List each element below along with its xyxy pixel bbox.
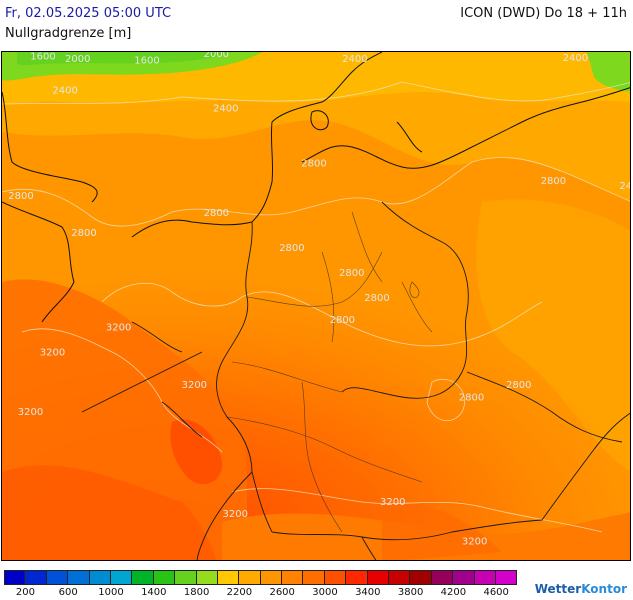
legend-swatch [175, 570, 197, 585]
legend-tick-label: 4600 [483, 587, 509, 598]
contour-label: 1600 [30, 52, 55, 63]
valid-time-label: Fr, 02.05.2025 05:00 UTC [5, 6, 172, 21]
legend-swatch [46, 570, 69, 585]
field-green-ne [587, 52, 630, 92]
legend-swatch [89, 570, 111, 585]
contour-label: 2800 [339, 268, 364, 279]
legend-swatch [196, 570, 218, 585]
legend-swatch [389, 570, 411, 585]
legend-tick-label: 1000 [98, 587, 124, 598]
legend-tick-label: 3400 [355, 587, 381, 598]
legend-ticks: 200 600 1000 1400 1800 2200 2600 3000 3400 3800 42… [4, 587, 517, 599]
legend-tick-label: 1800 [183, 587, 210, 598]
brand-name-b: Kontor [581, 582, 627, 596]
contour-label: 3200 [380, 497, 405, 508]
field-3400-cell [170, 419, 223, 485]
contour-label: 2800 [330, 315, 355, 326]
parameter-label: Nullgradgrenze [m] [5, 26, 132, 41]
legend-swatch [260, 570, 283, 585]
contour-label: 3200 [462, 537, 487, 548]
contour-label: 2800 [279, 243, 304, 254]
field-green-dark [17, 52, 232, 66]
legend-tick-label: 4200 [440, 587, 467, 598]
contour-label: 1600 [134, 55, 159, 66]
legend-swatch [153, 570, 176, 585]
contour-label: 2000 [204, 52, 229, 60]
legend-swatch [495, 570, 518, 585]
contour-label: 2800 [301, 158, 326, 169]
legend-swatch [431, 570, 454, 585]
legend-swatch [474, 570, 496, 585]
legend-tick-label: 3800 [397, 587, 424, 598]
contour-label: 2800 [541, 176, 566, 187]
legend-tick-label: 3000 [312, 587, 338, 598]
legend-swatch [410, 570, 432, 585]
contour-label: 3200 [18, 407, 43, 418]
map-canvas: 1600 2000 1600 2000 2400 2400 2400 2400 2800 2800… [2, 52, 631, 560]
contour-label: 2800 [364, 293, 389, 304]
legend-swatch [282, 570, 304, 585]
contour-label: 2800 [204, 208, 229, 219]
color-legend [4, 570, 518, 585]
contour-label: 3200 [182, 380, 207, 391]
contour-label: 3200 [40, 348, 65, 359]
contour-label: 2800 [8, 191, 33, 202]
contour-label: 2800 [506, 380, 531, 391]
contour-label: 3200 [223, 509, 248, 520]
legend-swatch [68, 570, 90, 585]
legend-swatch [217, 570, 240, 585]
legend-swatch [303, 570, 325, 585]
field-3400-sw [2, 465, 217, 560]
wetterkontor-logo: WetterKontor [535, 582, 627, 596]
brand-name-a: Wetter [534, 582, 582, 596]
legend-tick-label: 600 [58, 587, 78, 598]
contour-label: 3200 [106, 323, 131, 334]
legend-swatch [110, 570, 133, 585]
legend-tick-label: 1400 [141, 587, 167, 598]
legend-swatch [324, 570, 347, 585]
contour-label: 2400 [563, 53, 588, 64]
contour-label: 2800 [71, 228, 96, 239]
legend-swatch [239, 570, 261, 585]
admin-borders [226, 211, 433, 533]
legend-swatch [453, 570, 475, 585]
legend-swatch [346, 570, 368, 585]
model-run-label: ICON (DWD) Do 18 + 11h [460, 6, 627, 21]
contour-labels: 1600 2000 1600 2000 2400 2400 2400 2400 2800 2800… [8, 52, 631, 548]
legend-tick-label: 2600 [269, 587, 295, 598]
legend-swatch [132, 570, 154, 585]
contour-label: 2400 [52, 85, 77, 96]
freezing-level-map[interactable]: 1600 2000 1600 2000 2400 2400 2400 2400 2800 2800… [1, 51, 631, 561]
legend-swatch [4, 570, 26, 585]
field-alps-east [382, 503, 502, 560]
coastlines [2, 52, 630, 323]
legend-swatch [367, 570, 390, 585]
borders [81, 201, 630, 560]
contour-label: 2400 [619, 181, 631, 192]
legend-swatch [25, 570, 47, 585]
legend-tick-label: 200 [15, 587, 35, 598]
contour-label: 2400 [213, 104, 238, 115]
contour-label: 2800 [459, 392, 484, 403]
contour-label: 2000 [65, 54, 90, 65]
contour-label: 2400 [342, 54, 367, 65]
legend-tick-label: 2200 [226, 587, 253, 598]
